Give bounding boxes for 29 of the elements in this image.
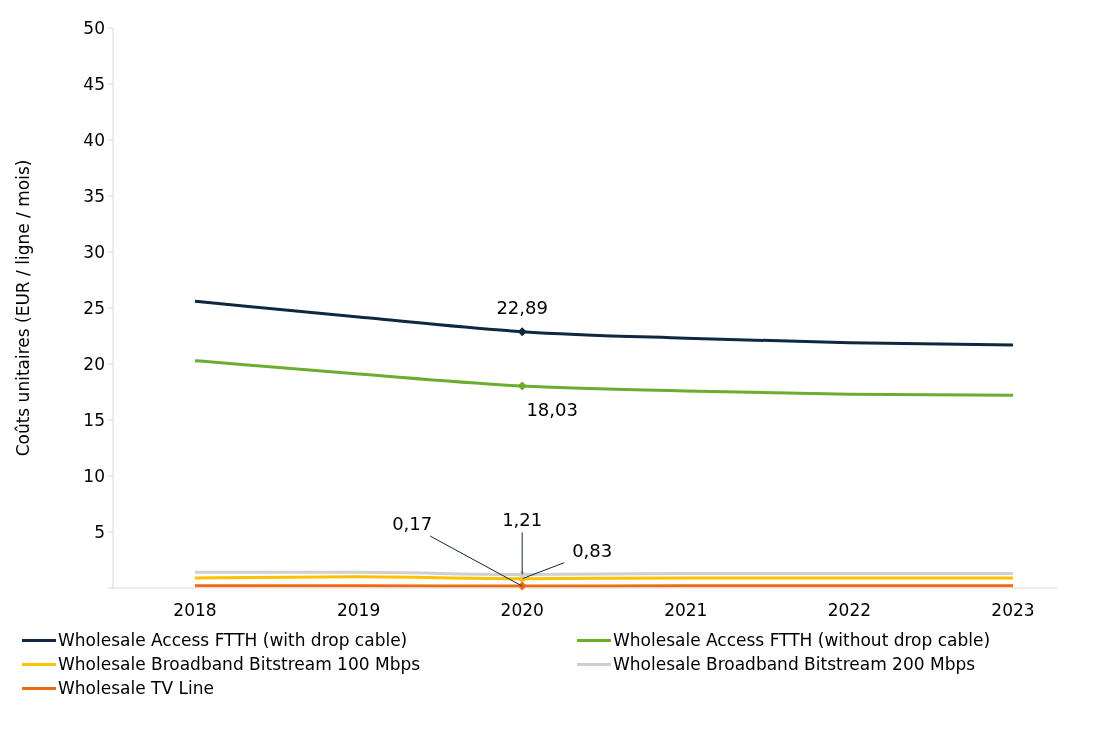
y-tick-label: 35 [83, 186, 105, 207]
y-tick-label: 5 [94, 522, 105, 543]
y-tick-label: 10 [83, 466, 105, 487]
data-label: 1,21 [502, 509, 543, 531]
data-label: 0,83 [572, 539, 613, 561]
legend-label: Wholesale Broadband Bitstream 100 Mbps [58, 653, 421, 676]
y-tick-label: 30 [83, 242, 105, 263]
x-tick-label: 2023 [991, 600, 1035, 621]
data-label: 18,03 [526, 399, 578, 421]
x-tick-label: 2018 [173, 600, 217, 621]
x-tick-label: 2022 [827, 600, 872, 621]
legend-label: Wholesale Broadband Bitstream 200 Mbps [613, 653, 976, 676]
data-label: 0,17 [392, 513, 433, 535]
y-tick-label: 25 [83, 298, 105, 319]
x-tick-label: 2019 [336, 600, 381, 621]
x-tick-label: 2020 [500, 600, 544, 621]
data-label: 22,89 [496, 296, 548, 318]
x-tick-label: 2021 [664, 600, 708, 621]
line-series [193, 299, 1015, 347]
y-tick-label: 15 [83, 410, 105, 431]
y-tick-label: 50 [83, 18, 105, 39]
y-tick-label: 20 [83, 354, 105, 375]
legend-label: Wholesale Access FTTH (without drop cable) [613, 629, 991, 652]
legend-label: Wholesale Access FTTH (with drop cable) [58, 629, 408, 652]
y-tick-label: 40 [83, 130, 105, 151]
line-series [193, 359, 1015, 397]
y-axis-title: Coûts unitaires (EUR / ligne / mois) [13, 159, 34, 457]
y-tick-label: 45 [83, 74, 105, 95]
legend-label: Wholesale TV Line [58, 677, 214, 700]
